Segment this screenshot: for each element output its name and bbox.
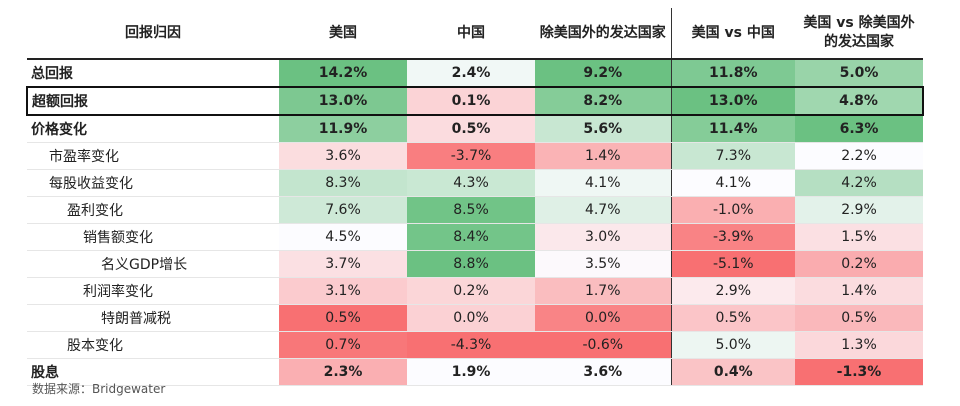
row-label: 利润率变化: [27, 277, 279, 305]
value-cell: 13.0%: [670, 86, 795, 116]
row-label: 每股收益变化: [27, 169, 279, 197]
value-cell: 1.4%: [535, 142, 671, 170]
row-label: 特朗普减税: [27, 304, 279, 332]
value-cell: 4.5%: [279, 223, 407, 251]
value-cell: 2.4%: [407, 59, 535, 88]
table-row: 股息 2.3% 1.9% 3.6% 0.4% -1.3%: [27, 358, 923, 386]
row-label: 市盈率变化: [27, 142, 279, 170]
table-row: 特朗普减税 0.5% 0.0% 0.0% 0.5% 0.5%: [27, 304, 923, 332]
header-row: 回报归因 美国 中国 除美国外的发达国家 美国 vs 中国 美国 vs 除美国外…: [27, 8, 923, 60]
value-cell: 0.7%: [279, 331, 407, 359]
row-label: 价格变化: [27, 115, 279, 143]
table-row: 销售额变化 4.5% 8.4% 3.0% -3.9% 1.5%: [27, 223, 923, 251]
value-cell: 5.0%: [670, 331, 795, 359]
column-header: 中国: [407, 8, 535, 60]
table-row: 价格变化 11.9% 0.5% 5.6% 11.4% 6.3%: [27, 115, 923, 143]
value-cell: -1.3%: [795, 358, 923, 386]
value-cell: 0.5%: [795, 304, 923, 332]
value-cell: 4.1%: [535, 169, 671, 197]
row-label: 盈利变化: [27, 196, 279, 224]
return-attribution-table: 回报归因 美国 中国 除美国外的发达国家 美国 vs 中国 美国 vs 除美国外…: [26, 8, 924, 386]
value-cell: 0.5%: [279, 304, 407, 332]
column-header: 美国 vs 除美国外的发达国家: [795, 8, 923, 60]
value-cell: -0.6%: [535, 331, 671, 359]
value-cell: 7.3%: [670, 142, 795, 170]
column-header: 除美国外的发达国家: [535, 8, 671, 60]
table-row: 市盈率变化 3.6% -3.7% 1.4% 7.3% 2.2%: [27, 142, 923, 170]
value-cell: -3.7%: [407, 142, 535, 170]
value-cell: 0.0%: [407, 304, 535, 332]
value-cell: 3.6%: [279, 142, 407, 170]
value-cell: 0.2%: [795, 250, 923, 278]
value-cell: 0.1%: [407, 86, 535, 116]
value-cell: 4.7%: [535, 196, 671, 224]
value-cell: 0.5%: [407, 115, 535, 143]
column-header: 美国 vs 中国: [670, 8, 795, 60]
value-cell: 11.9%: [279, 115, 407, 143]
value-cell: 1.5%: [795, 223, 923, 251]
table-row: 总回报 14.2% 2.4% 9.2% 11.8% 5.0%: [27, 59, 923, 88]
value-cell: 8.8%: [407, 250, 535, 278]
value-cell: 8.2%: [535, 86, 671, 116]
table-row: 盈利变化 7.6% 8.5% 4.7% -1.0% 2.9%: [27, 196, 923, 224]
row-label: 超额回报: [26, 86, 279, 116]
value-cell: -4.3%: [407, 331, 535, 359]
row-label: 名义GDP增长: [27, 250, 279, 278]
value-cell: 5.0%: [795, 59, 923, 88]
table-row: 超额回报 13.0% 0.1% 8.2% 13.0% 4.8%: [26, 86, 924, 116]
value-cell: 6.3%: [795, 115, 923, 143]
value-cell: 0.5%: [670, 304, 795, 332]
value-cell: 0.4%: [670, 358, 795, 386]
value-cell: 2.9%: [670, 277, 795, 305]
column-header: 美国: [279, 8, 407, 60]
value-cell: 3.5%: [535, 250, 671, 278]
value-cell: 1.9%: [407, 358, 535, 386]
value-cell: 2.3%: [279, 358, 407, 386]
value-cell: 7.6%: [279, 196, 407, 224]
value-cell: -3.9%: [670, 223, 795, 251]
value-cell: 2.2%: [795, 142, 923, 170]
value-cell: 0.0%: [535, 304, 671, 332]
row-label: 总回报: [27, 59, 279, 88]
value-cell: -1.0%: [670, 196, 795, 224]
value-cell: 14.2%: [279, 59, 407, 88]
row-label: 股本变化: [27, 331, 279, 359]
row-label: 股息: [27, 358, 279, 386]
column-header: 回报归因: [27, 8, 279, 60]
source-note: 数据来源：Bridgewater: [32, 382, 166, 396]
value-cell: 11.4%: [670, 115, 795, 143]
row-label: 销售额变化: [27, 223, 279, 251]
value-cell: 1.7%: [535, 277, 671, 305]
table-row: 股本变化 0.7% -4.3% -0.6% 5.0% 1.3%: [27, 331, 923, 359]
value-cell: 11.8%: [670, 59, 795, 88]
value-cell: 5.6%: [535, 115, 671, 143]
table-row: 每股收益变化 8.3% 4.3% 4.1% 4.1% 4.2%: [27, 169, 923, 197]
value-cell: 8.5%: [407, 196, 535, 224]
table-body: 总回报 14.2% 2.4% 9.2% 11.8% 5.0% 超额回报 13.0% 0.1% 8.…: [26, 59, 924, 386]
value-cell: 4.8%: [795, 86, 924, 116]
value-cell: 1.3%: [795, 331, 923, 359]
value-cell: 4.2%: [795, 169, 923, 197]
value-cell: 4.1%: [670, 169, 795, 197]
value-cell: 3.0%: [535, 223, 671, 251]
value-cell: 8.4%: [407, 223, 535, 251]
table-row: 利润率变化 3.1% 0.2% 1.7% 2.9% 1.4%: [27, 277, 923, 305]
value-cell: 3.1%: [279, 277, 407, 305]
value-cell: 13.0%: [279, 86, 407, 116]
value-cell: 9.2%: [535, 59, 671, 88]
value-cell: 1.4%: [795, 277, 923, 305]
table-row: 名义GDP增长 3.7% 8.8% 3.5% -5.1% 0.2%: [27, 250, 923, 278]
value-cell: 2.9%: [795, 196, 923, 224]
value-cell: 8.3%: [279, 169, 407, 197]
value-cell: 3.7%: [279, 250, 407, 278]
value-cell: 0.2%: [407, 277, 535, 305]
value-cell: -5.1%: [670, 250, 795, 278]
value-cell: 3.6%: [535, 358, 671, 386]
value-cell: 4.3%: [407, 169, 535, 197]
